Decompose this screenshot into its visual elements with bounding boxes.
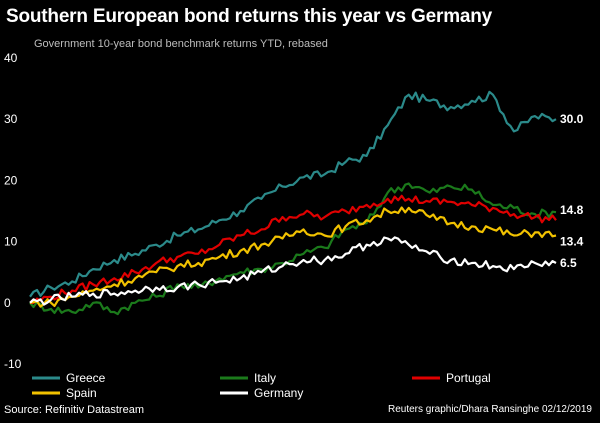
source-note: Source: Refinitiv Datastream	[4, 404, 144, 416]
end-label-spain: 13.4	[560, 234, 584, 248]
end-label-germany: 6.5	[560, 256, 577, 270]
chart-title: Southern European bond returns this year…	[6, 6, 493, 27]
y-tick-label: 0	[4, 296, 11, 310]
y-tick-label: 30	[4, 112, 18, 126]
y-tick-label: 40	[4, 51, 18, 65]
legend-label-portugal: Portugal	[446, 371, 491, 385]
y-tick-label: -10	[4, 357, 22, 371]
legend-label-italy: Italy	[254, 371, 276, 385]
series-line-portugal	[29, 194, 557, 305]
series-line-germany	[29, 236, 557, 306]
end-label-greece: 30.0	[560, 112, 584, 126]
credit-note: Reuters graphic/Dhara Ransinghe 02/12/20…	[387, 404, 592, 415]
y-tick-label: 10	[4, 235, 18, 249]
series-line-greece	[29, 90, 557, 298]
series-line-italy	[29, 182, 557, 316]
legend-label-spain: Spain	[66, 386, 97, 400]
legend-label-greece: Greece	[66, 371, 106, 385]
end-label-italy: 14.8	[560, 203, 584, 217]
chart-subtitle: Government 10-year bond benchmark return…	[34, 38, 328, 50]
series-line-spain	[29, 206, 557, 308]
legend-label-germany: Germany	[254, 386, 303, 400]
y-tick-label: 20	[4, 173, 18, 187]
